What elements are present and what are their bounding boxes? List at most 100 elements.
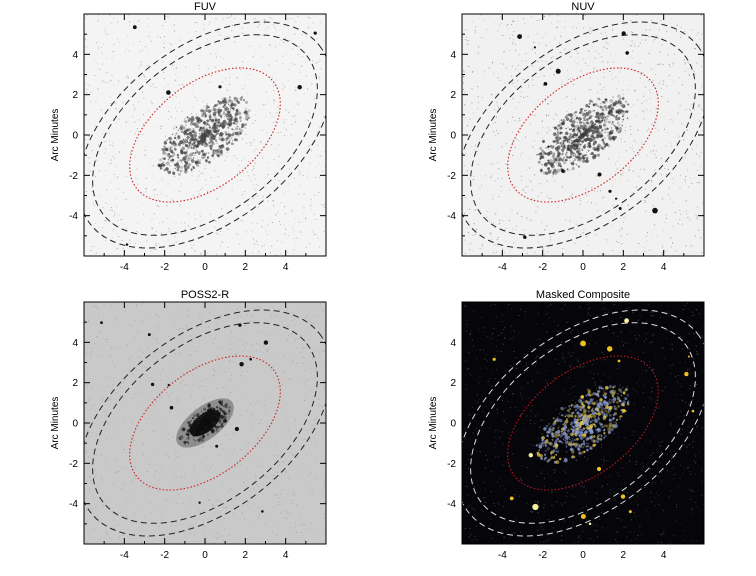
x-tick-label: 0 <box>580 550 586 561</box>
star <box>150 382 155 387</box>
x-tick-label: 4 <box>283 550 289 561</box>
galaxy <box>537 94 630 176</box>
star <box>621 31 626 36</box>
x-tick-label: 2 <box>621 262 627 273</box>
star <box>596 466 602 472</box>
star <box>533 46 537 49</box>
y-tick-label: 0 <box>450 419 456 430</box>
star <box>624 318 629 324</box>
x-tick-label: 2 <box>621 550 627 561</box>
y-tick-label: 4 <box>72 338 78 349</box>
image-content <box>462 14 704 256</box>
star <box>608 189 612 193</box>
star <box>547 145 550 148</box>
sky-annulus-ellipse <box>84 21 326 249</box>
x-tick-label: -4 <box>120 550 129 561</box>
star <box>555 68 561 74</box>
y-axis-label: Arc Minutes <box>50 109 61 162</box>
star <box>239 362 244 367</box>
star <box>166 90 171 95</box>
star <box>100 321 103 324</box>
star <box>652 207 658 214</box>
inner-aperture-ellipse <box>507 355 659 491</box>
y-tick-label: 4 <box>450 338 456 349</box>
panel-title: Masked Composite <box>536 289 630 301</box>
star <box>492 357 496 361</box>
outer-aperture-ellipse <box>470 34 696 236</box>
star <box>622 409 626 413</box>
y-tick-label: -2 <box>447 459 456 470</box>
star <box>313 31 317 35</box>
x-tick-label: -2 <box>160 550 169 561</box>
star <box>628 510 632 514</box>
star <box>532 503 539 511</box>
star <box>528 453 533 458</box>
sky-annulus-ellipse <box>462 309 704 537</box>
x-tick-label: -4 <box>498 550 507 561</box>
outer-aperture-ellipse <box>92 322 318 524</box>
star <box>198 501 201 504</box>
x-tick-label: 4 <box>283 262 289 273</box>
x-tick-label: -4 <box>498 262 507 273</box>
star <box>263 340 269 345</box>
x-tick-label: 2 <box>243 262 249 273</box>
galaxy <box>157 95 251 176</box>
y-tick-label: 0 <box>72 419 78 430</box>
panel-title: POSS2-R <box>181 289 229 301</box>
image-content <box>462 302 704 544</box>
star <box>132 25 137 30</box>
x-tick-label: 2 <box>243 550 249 561</box>
star <box>523 235 527 239</box>
y-tick-label: 4 <box>450 50 456 61</box>
y-tick-label: -2 <box>447 171 456 182</box>
y-tick-label: 2 <box>72 378 78 389</box>
star <box>617 359 621 363</box>
y-tick-label: -4 <box>447 499 456 510</box>
star <box>691 409 695 413</box>
star <box>580 395 584 399</box>
star <box>215 444 219 448</box>
y-tick-label: -2 <box>69 459 78 470</box>
star <box>607 346 613 352</box>
y-tick-label: 4 <box>72 50 78 61</box>
star <box>193 426 199 431</box>
star <box>580 340 586 347</box>
star <box>597 172 602 177</box>
star <box>580 514 586 519</box>
star <box>687 355 690 358</box>
star <box>249 357 252 361</box>
sky-annulus-ellipse <box>84 309 326 537</box>
x-tick-label: 0 <box>202 550 208 561</box>
star <box>234 426 239 432</box>
star <box>167 384 170 387</box>
y-tick-label: -4 <box>69 211 78 222</box>
star <box>684 371 689 377</box>
star <box>517 34 522 39</box>
sky-annulus-ellipse <box>462 21 704 249</box>
star <box>625 51 629 55</box>
x-tick-label: -2 <box>160 262 169 273</box>
y-tick-label: 0 <box>72 131 78 142</box>
x-tick-label: 4 <box>661 550 667 561</box>
panel-title: NUV <box>571 1 595 13</box>
image-content <box>84 14 326 256</box>
star <box>509 496 514 501</box>
panel-nuv: -4 4 -2 2 0 0 2 -2 4 -4 NUV Arc Minutes <box>428 1 705 273</box>
x-tick-label: 0 <box>580 262 586 273</box>
panel-poss2r: -4 4 -2 2 0 0 2 -2 4 -4 POSS2-R Arc Minutes <box>50 289 327 561</box>
y-axis-label: Arc Minutes <box>50 397 61 450</box>
outer-aperture-ellipse <box>92 34 318 236</box>
panel-title: FUV <box>194 1 217 13</box>
star <box>588 522 592 526</box>
y-tick-label: 2 <box>72 90 78 101</box>
star <box>618 207 622 210</box>
star <box>147 333 151 337</box>
star <box>615 197 618 200</box>
x-tick-label: -2 <box>538 262 547 273</box>
star <box>297 85 302 90</box>
y-tick-label: -4 <box>69 499 78 510</box>
y-axis-label: Arc Minutes <box>428 397 439 450</box>
image-content <box>84 302 326 544</box>
y-tick-label: -2 <box>69 171 78 182</box>
inner-aperture-ellipse <box>507 67 659 203</box>
